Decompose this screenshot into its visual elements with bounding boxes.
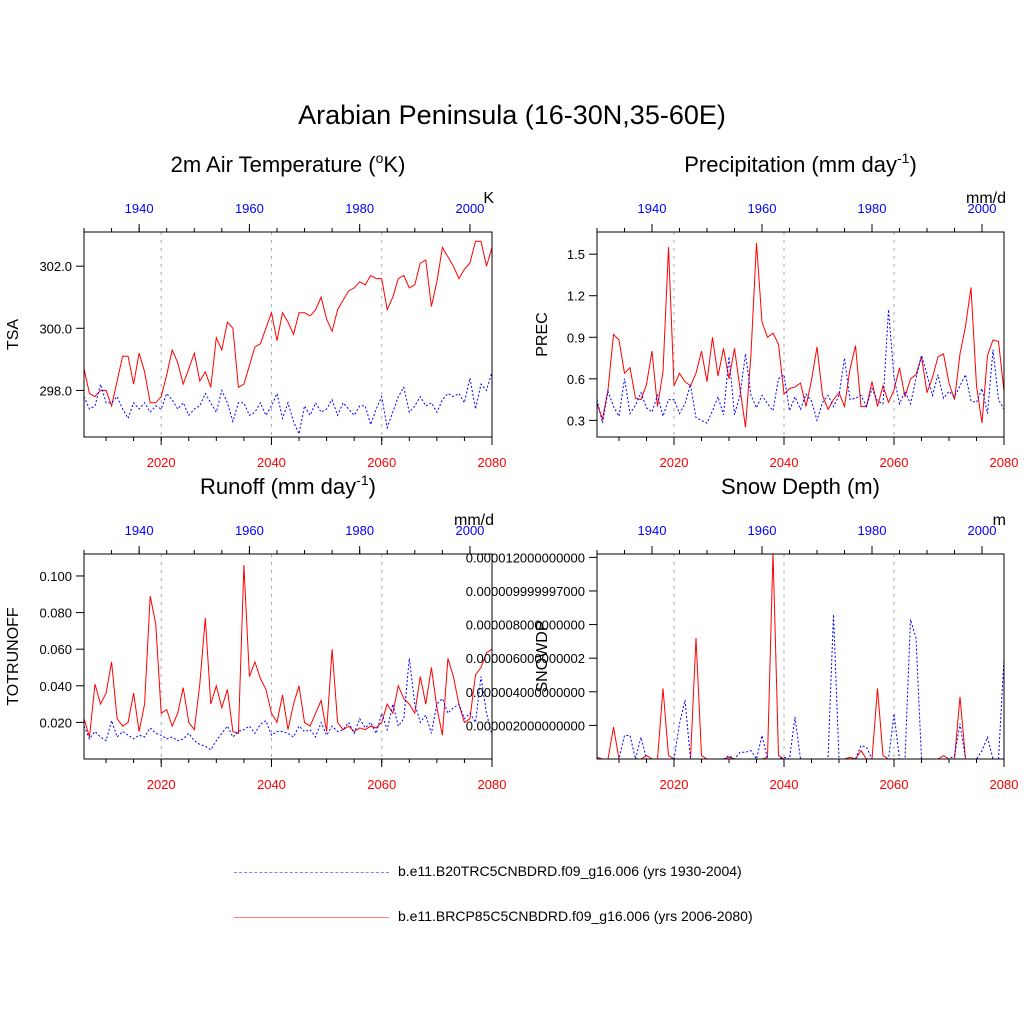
panel-title: Snow Depth (m) — [721, 474, 880, 499]
panel-title: Runoff (mm day-1) — [200, 472, 376, 499]
y-tick-label: 1.2 — [567, 289, 585, 304]
panel-title-tail: K) — [383, 152, 405, 177]
x-tick-label: 2060 — [880, 455, 909, 470]
plot-frame — [596, 553, 1005, 760]
panel-title-superscript: o — [376, 150, 384, 166]
units-label: K — [483, 190, 494, 207]
y-tick-label: 0.020 — [39, 715, 72, 730]
x-tick-label: 2020 — [660, 777, 689, 792]
units-label: mm/d — [454, 512, 494, 529]
legend-swatch-dashed — [234, 872, 389, 873]
x-tick-label: 2060 — [367, 455, 396, 470]
panel-snow-depth: Snow Depth (m) m SNOWDP 2020 2040 2060 2080 194… — [466, 474, 1019, 792]
y-tick-label: 0.9 — [567, 330, 585, 345]
panel-title: 2m Air Temperature (oK) — [171, 150, 406, 177]
y-tick-label: 0.000006000000002 — [466, 651, 585, 666]
top-tick-label: 2000 — [968, 523, 997, 538]
y-tick-label: 0.000009999997000 — [466, 584, 585, 599]
x-tick-label: 2080 — [990, 455, 1019, 470]
plot-frame — [83, 553, 493, 760]
y-axis-label: TOTRUNOFF — [5, 607, 22, 706]
plot-frame — [83, 231, 493, 438]
top-tick-label: 1940 — [125, 201, 154, 216]
plot-frame — [596, 231, 1005, 438]
y-tick-label: 0.000004000000000 — [466, 685, 585, 700]
top-tick-label: 1980 — [858, 201, 887, 216]
y-tick-label: 0.6 — [567, 372, 585, 387]
y-tick-label: 0.3 — [567, 413, 585, 428]
y-axis-label: TSA — [5, 319, 22, 350]
top-tick-label: 1940 — [638, 201, 667, 216]
panel-title-main: Snow Depth (m) — [721, 474, 880, 499]
top-tick-label: 2000 — [968, 201, 997, 216]
y-tick-label: 1.5 — [567, 247, 585, 262]
top-tick-label: 2000 — [455, 523, 484, 538]
y-tick-label: 0.000008000000000 — [466, 618, 585, 633]
series-line-historical — [597, 614, 1004, 759]
x-tick-label: 2060 — [880, 777, 909, 792]
y-tick-label: 300.0 — [39, 321, 72, 336]
top-tick-label: 1960 — [748, 523, 777, 538]
x-tick-label: 2060 — [367, 777, 396, 792]
y-axis-label: PREC — [534, 312, 551, 356]
top-tick-label: 1960 — [235, 523, 264, 538]
series-line-future — [597, 243, 1004, 428]
x-tick-label: 2020 — [660, 455, 689, 470]
panel-title-superscript: -1 — [897, 150, 910, 166]
top-tick-label: 2000 — [455, 201, 484, 216]
panel-title: Precipitation (mm day-1) — [684, 150, 917, 177]
panel-title-main: 2m Air Temperature ( — [171, 152, 377, 177]
y-tick-label: 0.100 — [39, 569, 72, 584]
panel-title-tail: ) — [369, 474, 376, 499]
panel-title-tail: ) — [909, 152, 916, 177]
panel-precipitation: Precipitation (mm day-1) mm/d PREC 2020 2040… — [534, 150, 1018, 470]
top-tick-label: 1960 — [235, 201, 264, 216]
top-tick-label: 1980 — [858, 523, 887, 538]
panel-air-temperature: 2m Air Temperature (oK) K TSA 2020 2040 2060 2… — [5, 150, 506, 470]
panel-title-superscript: -1 — [356, 472, 369, 488]
panel-runoff: Runoff (mm day-1) mm/d TOTRUNOFF 2020 2040 20… — [5, 472, 506, 792]
x-tick-label: 2020 — [147, 777, 176, 792]
figure-title: Arabian Peninsula (16-30N,35-60E) — [298, 100, 726, 130]
y-tick-label: 298.0 — [39, 383, 72, 398]
x-tick-label: 2080 — [478, 455, 507, 470]
y-tick-label: 302.0 — [39, 259, 72, 274]
panel-title-main: Runoff (mm day — [200, 474, 356, 499]
x-tick-label: 2080 — [478, 777, 507, 792]
series-line-historical — [84, 371, 492, 436]
y-tick-label: 0.040 — [39, 679, 72, 694]
y-tick-label: 0.060 — [39, 642, 72, 657]
series-line-future — [597, 554, 1004, 759]
y-tick-label: 0.000012000000000 — [466, 550, 585, 565]
series-line-future — [84, 564, 492, 738]
y-tick-label: 0.000002000000000 — [466, 718, 585, 733]
series-line-historical — [597, 309, 1004, 424]
top-tick-label: 1940 — [638, 523, 667, 538]
units-label: m — [993, 512, 1006, 529]
x-tick-label: 2020 — [147, 455, 176, 470]
top-tick-label: 1940 — [125, 523, 154, 538]
top-tick-label: 1960 — [748, 201, 777, 216]
panel-title-main: Precipitation (mm day — [684, 152, 897, 177]
units-label: mm/d — [966, 190, 1006, 207]
y-axis-label: SNOWDP — [534, 621, 551, 693]
top-tick-label: 1980 — [345, 201, 374, 216]
legend-swatch-solid — [234, 917, 389, 918]
x-tick-label: 2040 — [770, 455, 799, 470]
y-tick-label: 0.080 — [39, 606, 72, 621]
series-line-future — [84, 240, 492, 408]
legend-label-historical: b.e11.B20TRC5CNBDRD.f09_g16.006 (yrs 193… — [398, 863, 742, 879]
x-tick-label: 2040 — [257, 455, 286, 470]
x-tick-label: 2040 — [770, 777, 799, 792]
x-tick-label: 2080 — [990, 777, 1019, 792]
legend-label-future: b.e11.BRCP85C5CNBDRD.f09_g16.006 (yrs 20… — [398, 908, 753, 924]
top-tick-label: 1980 — [345, 523, 374, 538]
x-tick-label: 2040 — [257, 777, 286, 792]
